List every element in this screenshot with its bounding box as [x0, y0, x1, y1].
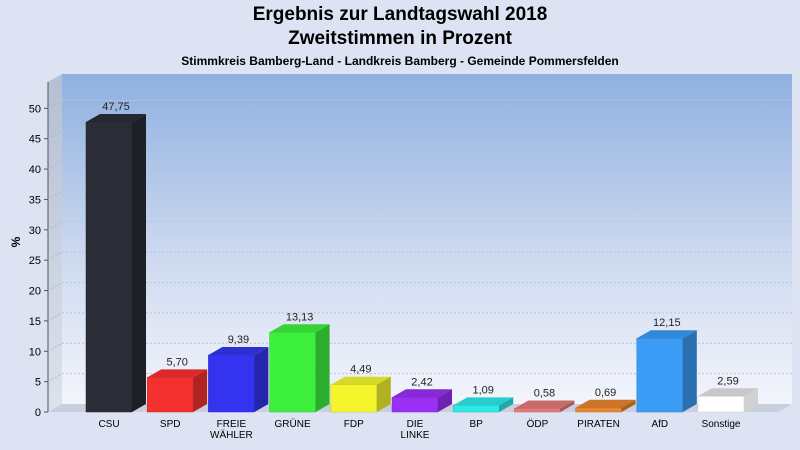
- x-tick-label: FDP: [344, 419, 364, 430]
- data-label: 0,69: [595, 387, 616, 399]
- bar-top: [269, 324, 330, 333]
- x-tick-label: BP: [470, 419, 484, 430]
- data-label: 2,59: [717, 375, 738, 387]
- x-tick-label: CSU: [98, 419, 119, 430]
- y-tick-label: 20: [29, 286, 41, 298]
- bar-side: [376, 376, 391, 412]
- gridline-side: [47, 130, 63, 140]
- chart-caption: Stimmkreis Bamberg-Land - Landkreis Bamb…: [181, 54, 619, 68]
- data-label: 4,49: [350, 364, 371, 376]
- bar-front: [514, 408, 561, 413]
- bar-top: [208, 346, 269, 355]
- x-tick-label: AfD: [651, 419, 668, 430]
- bar-front: [391, 397, 439, 413]
- bar-front: [85, 121, 133, 413]
- bar-series: 47,75 5,70 9,39 13,13 4,49 2,42 1,09 0,58 0,69 12…: [85, 101, 758, 413]
- bar-side: [315, 324, 330, 412]
- bar-front: [208, 354, 255, 413]
- chart-title: Ergebnis zur Landtagswahl 2018: [252, 4, 548, 25]
- bar: 5,70: [146, 356, 208, 413]
- y-tick-label: 0: [35, 407, 41, 419]
- bar: 4,49: [330, 364, 391, 413]
- x-tick-label: Sonstige: [702, 419, 741, 430]
- bar-top: [514, 400, 575, 409]
- gridline-side: [47, 312, 63, 322]
- y-tick-label: 35: [29, 194, 41, 206]
- x-tick-label: GRÜNE: [275, 418, 311, 430]
- y-tick-label: 50: [29, 103, 41, 115]
- data-label: 9,39: [228, 334, 249, 346]
- bar-side: [682, 330, 697, 412]
- bar-side: [438, 389, 452, 412]
- x-tick-label: FREIE WÄHLER: [210, 419, 253, 441]
- bar: 9,39: [208, 334, 269, 413]
- bar: 12,15: [636, 317, 697, 413]
- y-tick-label: 30: [29, 225, 41, 237]
- data-label: 12,15: [653, 317, 681, 329]
- data-label: 47,75: [102, 101, 130, 113]
- bar-front: [636, 337, 684, 413]
- y-tick-label: 25: [29, 255, 41, 267]
- y-tick-label: 10: [29, 346, 41, 358]
- y-tick-label: 15: [29, 316, 41, 328]
- x-tick-label: DIE LINKE: [401, 419, 430, 441]
- gridline-side: [47, 191, 63, 200]
- bar-front: [575, 407, 622, 413]
- y-axis-label: %: [9, 236, 23, 247]
- data-label: 0,58: [534, 387, 555, 399]
- bar: 2,42: [391, 376, 452, 413]
- bar-side: [132, 114, 146, 412]
- data-label: 5,70: [166, 356, 187, 368]
- gridline-side: [47, 99, 63, 109]
- bar-top: [86, 114, 146, 123]
- bar: 13,13: [269, 311, 330, 413]
- bar-top: [575, 399, 636, 408]
- x-axis: CSU SPD FREIE WÄHLER GRÜNE FDP DIE LINKE BP ÖDP PI…: [98, 418, 740, 441]
- y-tick-label: 40: [29, 164, 41, 176]
- bar: 47,75: [85, 101, 146, 413]
- bar-side: [744, 388, 758, 412]
- y-tick-label: 5: [35, 377, 41, 389]
- bar-front: [146, 377, 194, 413]
- x-tick-label: SPD: [160, 419, 181, 430]
- gridline-side: [47, 342, 63, 352]
- bar: 1,09: [452, 384, 514, 413]
- bar-front: [269, 332, 316, 413]
- bar-top: [698, 388, 758, 397]
- bar-top: [330, 376, 391, 385]
- y-tick-label: 45: [29, 134, 41, 146]
- data-label: 2,42: [411, 376, 432, 388]
- gridline-side: [47, 160, 63, 170]
- gridline-side: [47, 373, 63, 383]
- bar-side: [560, 400, 575, 412]
- bar-front: [452, 405, 500, 413]
- gridline-side: [47, 251, 63, 261]
- bar-top: [392, 389, 452, 398]
- data-label: 13,13: [286, 311, 314, 323]
- bar: 2,59: [697, 375, 758, 413]
- x-tick-label: PIRATEN: [577, 419, 620, 430]
- bar: 0,69: [575, 387, 636, 413]
- bar-front: [330, 384, 378, 413]
- chart-subtitle: Zweitstimmen in Prozent: [288, 28, 512, 49]
- gridline-side: [47, 221, 63, 231]
- bar-top: [147, 369, 208, 378]
- data-label: 1,09: [472, 384, 493, 396]
- gridline-side: [47, 282, 63, 291]
- bar: 0,58: [514, 387, 575, 413]
- bar-side: [254, 346, 269, 412]
- bar-front: [697, 396, 745, 413]
- bar-side: [193, 369, 208, 412]
- bar-side: [499, 397, 514, 412]
- x-tick-label: ÖDP: [527, 418, 549, 430]
- bar-side: [621, 399, 636, 412]
- plot-side-wall: [48, 74, 62, 412]
- bar-top: [453, 397, 514, 406]
- bar-top: [636, 330, 697, 339]
